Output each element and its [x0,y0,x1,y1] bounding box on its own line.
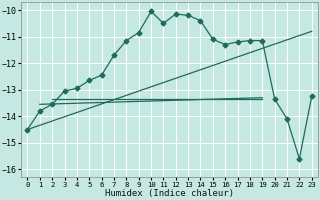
X-axis label: Humidex (Indice chaleur): Humidex (Indice chaleur) [105,189,234,198]
